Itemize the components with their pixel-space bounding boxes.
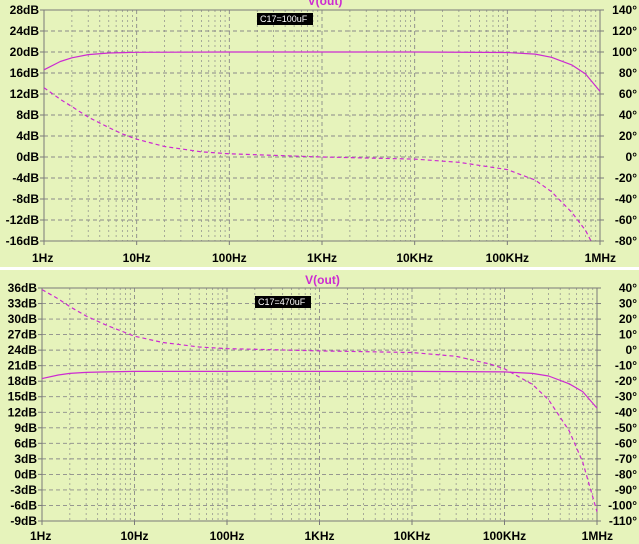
x-tick-label: 10Hz	[120, 529, 148, 543]
right-tick-label: -80°	[615, 467, 637, 481]
right-tick-label: -110°	[609, 514, 637, 528]
right-tick-label: -60°	[615, 436, 637, 450]
right-tick-label: -70°	[615, 452, 637, 466]
left-tick-label: 33dB	[8, 297, 38, 311]
left-tick-label: 21dB	[8, 359, 38, 373]
right-tick-label: 100°	[612, 45, 637, 59]
x-tick-label: 100KHz	[486, 251, 529, 265]
right-tick-label: 60°	[619, 87, 637, 101]
left-tick-label: 8dB	[16, 108, 39, 122]
left-tick-label: -12dB	[6, 213, 40, 227]
left-tick-label: -6dB	[10, 498, 37, 512]
chart-panel-bottom: V(out) 36dB 33dB 30dB 27dB 24dB 21dB 18dB 15dB 12…	[0, 270, 639, 544]
left-tick-label: 15dB	[8, 390, 38, 404]
left-tick-label: -16dB	[6, 234, 40, 248]
right-tick-label: 120°	[612, 24, 637, 38]
left-tick-label: 20dB	[10, 45, 40, 59]
left-tick-label: 6dB	[14, 436, 37, 450]
right-tick-label: -50°	[615, 421, 637, 435]
right-tick-label: -40°	[615, 192, 637, 206]
x-tick-label: 10Hz	[123, 251, 151, 265]
x-tick-label: 1Hz	[30, 529, 51, 543]
right-tick-label: -60°	[615, 213, 637, 227]
left-tick-label: 0dB	[16, 150, 39, 164]
left-tick-label: 24dB	[8, 343, 38, 357]
left-tick-label: 30dB	[8, 312, 38, 326]
right-tick-label: 0°	[626, 150, 638, 164]
annotation-label: C17=470uF	[258, 297, 306, 307]
right-tick-label: -90°	[615, 483, 637, 497]
right-tick-label: 140°	[612, 3, 637, 17]
right-tick-label: 30°	[619, 297, 637, 311]
chart-panel-top: V(out) 28dB 24dB 20dB 16dB 12dB 8dB 4dB 0dB -4dB -…	[0, 0, 639, 267]
left-tick-label: 18dB	[8, 374, 38, 388]
right-tick-label: 40°	[619, 281, 637, 295]
x-tick-label: 100Hz	[212, 251, 247, 265]
annotation-box	[255, 296, 311, 308]
x-tick-label: 100KHz	[483, 529, 526, 543]
x-tick-label: 1KHz	[307, 251, 337, 265]
right-tick-label: -20°	[615, 374, 637, 388]
right-tick-label: -40°	[615, 405, 637, 419]
annotation-box	[257, 13, 313, 25]
right-tick-label: 20°	[619, 312, 637, 326]
left-tick-label: 12dB	[10, 87, 40, 101]
annotation-label: C17=100uF	[260, 14, 308, 24]
right-tick-label: 80°	[619, 66, 637, 80]
right-tick-label: -20°	[615, 171, 637, 185]
magnitude-trace	[41, 370, 598, 409]
right-tick-label: -10°	[615, 359, 637, 373]
left-tick-label: -9dB	[10, 514, 37, 528]
left-tick-label: 28dB	[10, 3, 40, 17]
right-tick-label: 0°	[626, 343, 638, 357]
left-tick-label: 4dB	[16, 129, 39, 143]
left-tick-label: 0dB	[14, 467, 37, 481]
left-tick-label: 12dB	[8, 405, 38, 419]
x-tick-label: 10KHz	[394, 529, 431, 543]
right-tick-label: 20°	[619, 129, 637, 143]
left-tick-label: -4dB	[12, 171, 39, 185]
magnitude-trace	[43, 51, 601, 92]
x-tick-label: 100Hz	[210, 529, 245, 543]
x-tick-label: 1MHz	[585, 251, 616, 265]
x-tick-label: 10KHz	[396, 251, 433, 265]
phase-trace	[41, 289, 598, 512]
x-tick-label: 1MHz	[582, 529, 613, 543]
chart-title: V(out)	[305, 273, 340, 287]
chart-top-svg: V(out) 28dB 24dB 20dB 16dB 12dB 8dB 4dB 0dB -4dB -…	[6, 0, 638, 265]
chart-title: V(out)	[308, 0, 343, 8]
x-tick-label: 1KHz	[304, 529, 334, 543]
right-tick-label: 40°	[619, 108, 637, 122]
right-tick-label: -80°	[615, 234, 637, 248]
left-tick-label: 27dB	[8, 328, 38, 342]
left-tick-label: -3dB	[10, 483, 37, 497]
right-tick-label: -100°	[608, 498, 637, 512]
left-tick-label: 16dB	[10, 66, 40, 80]
right-tick-label: -30°	[615, 390, 637, 404]
left-tick-label: 9dB	[14, 421, 37, 435]
left-tick-label: 3dB	[14, 452, 37, 466]
x-tick-label: 1Hz	[32, 251, 53, 265]
left-tick-label: -8dB	[12, 192, 39, 206]
left-tick-label: 36dB	[8, 281, 38, 295]
left-tick-label: 24dB	[10, 24, 40, 38]
right-tick-label: 10°	[619, 328, 637, 342]
